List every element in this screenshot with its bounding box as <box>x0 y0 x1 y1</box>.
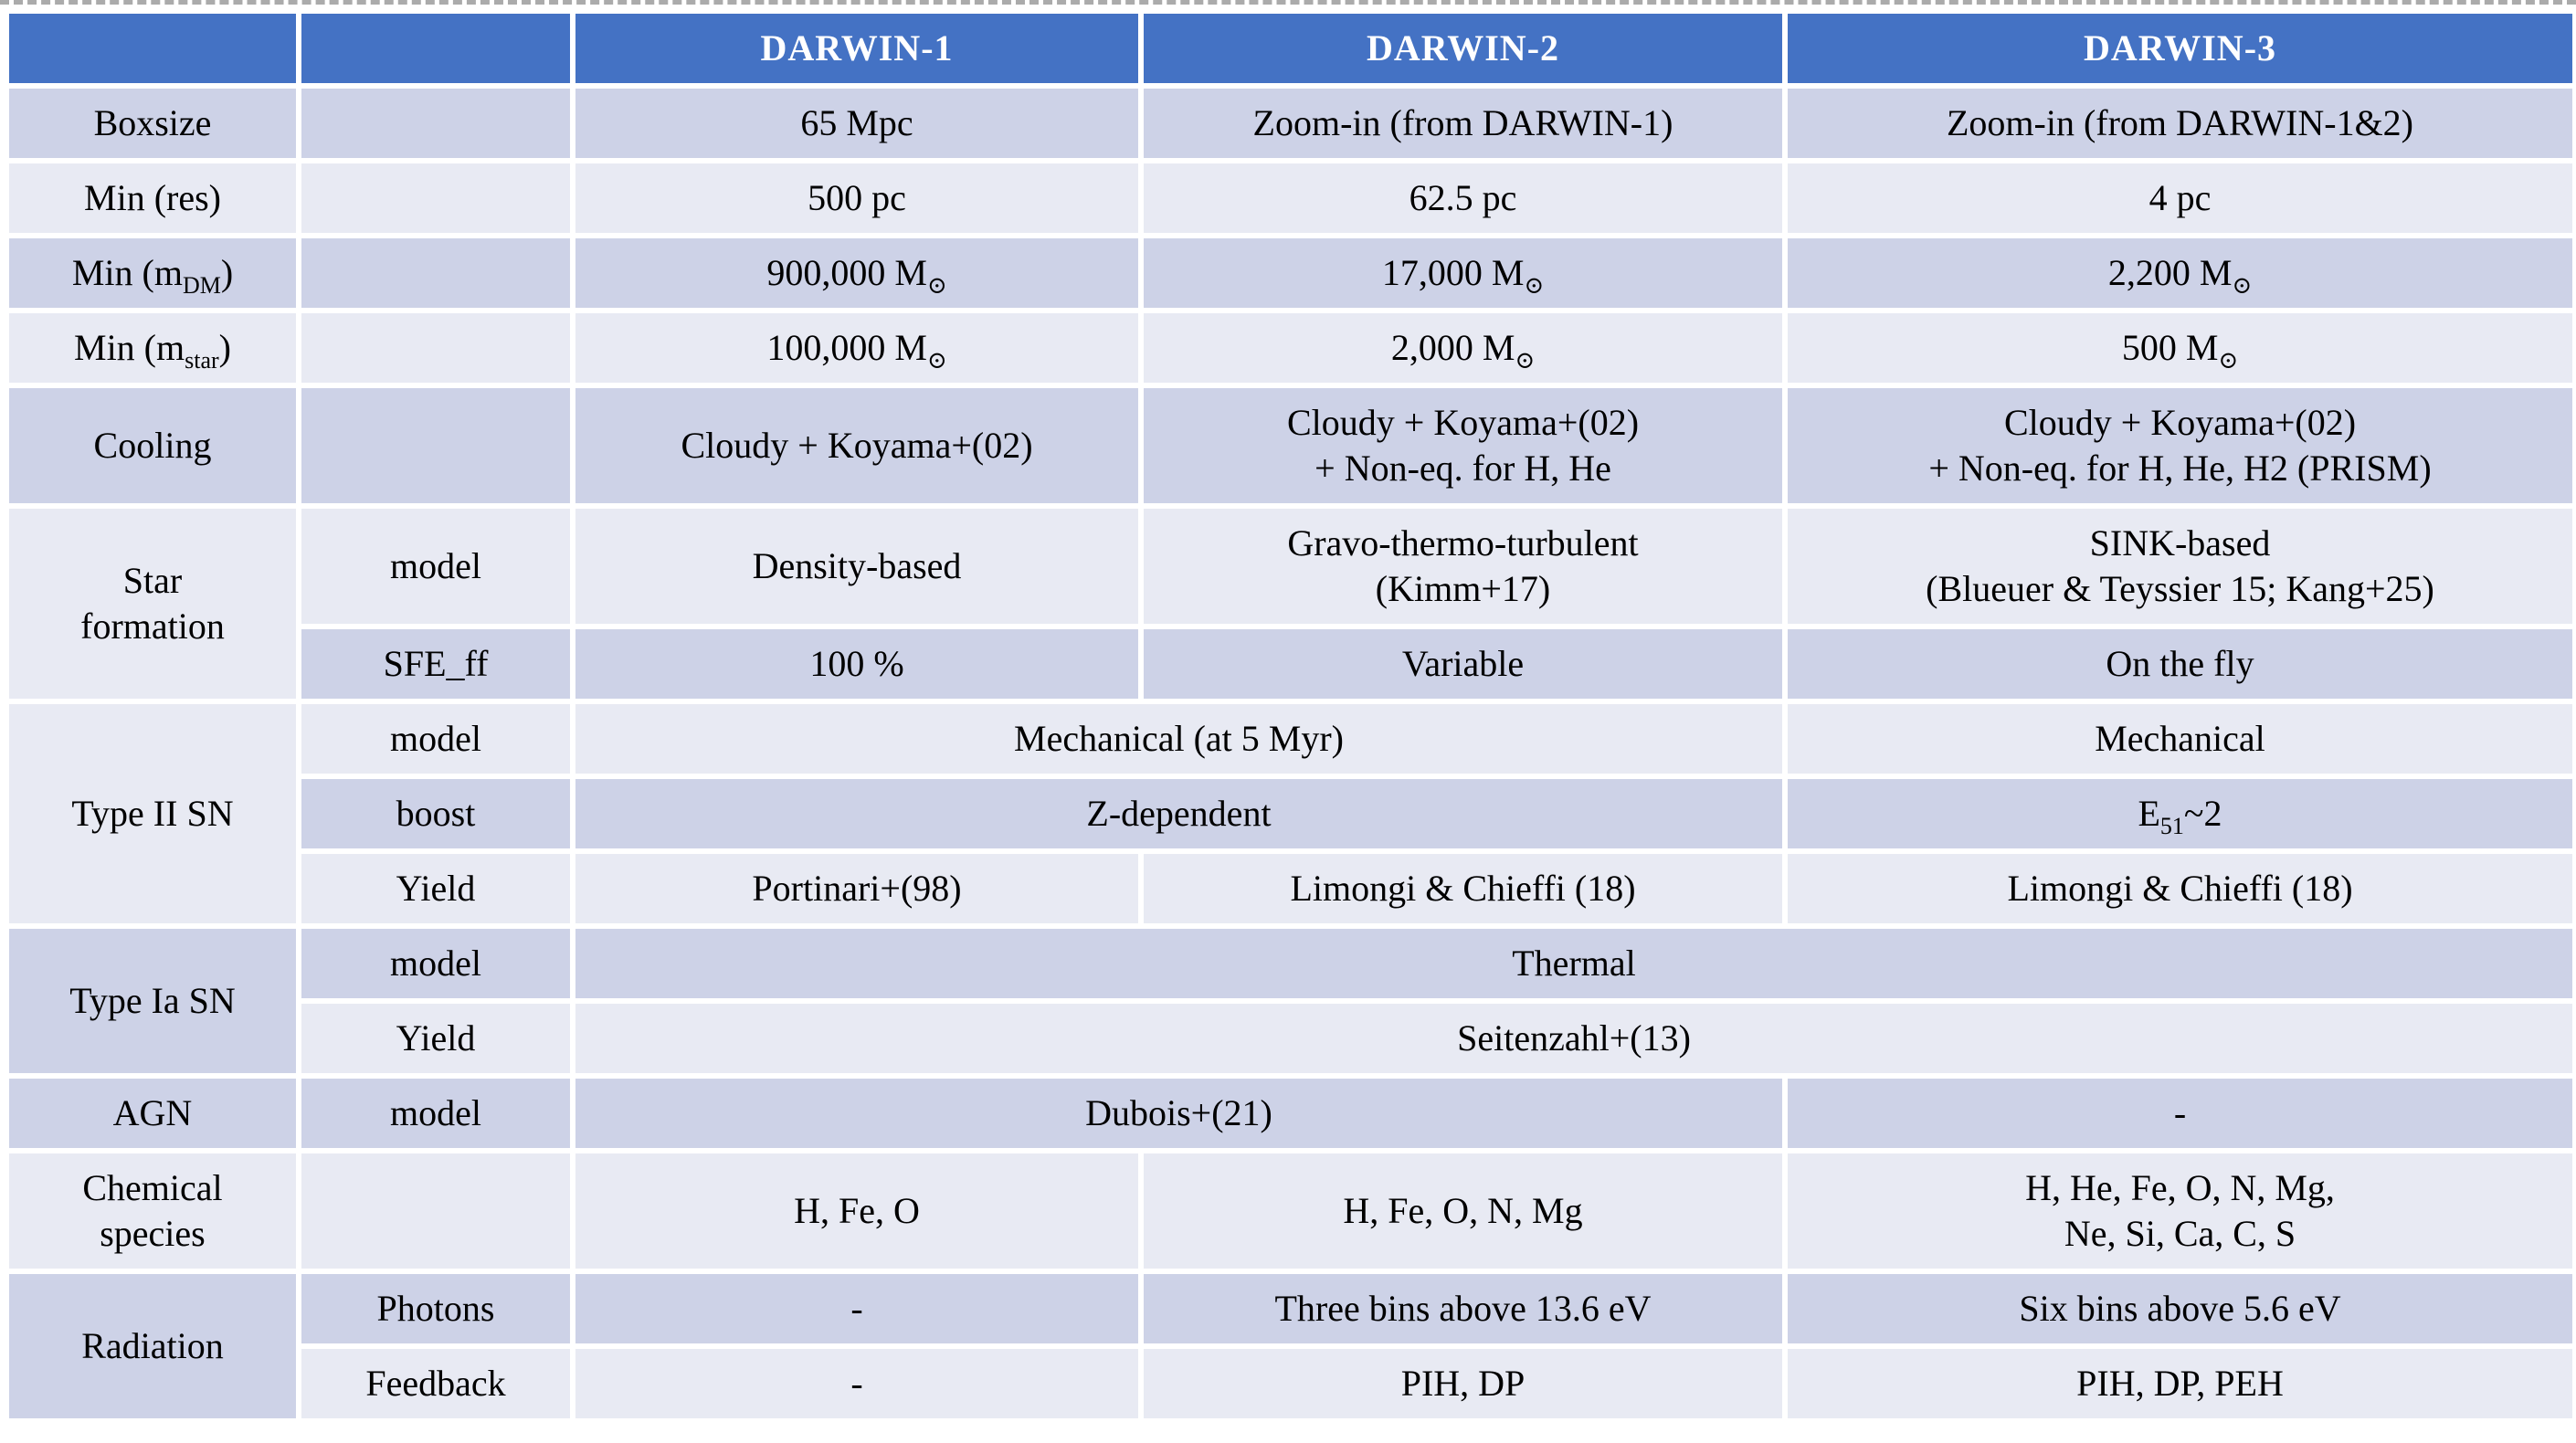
rad-feedback-darwin2: PIH, DP <box>1138 1343 1788 1424</box>
sn2-yield-darwin1: Portinari+(98) <box>570 848 1144 929</box>
sn2-yield-darwin2: Limongi & Chieffi (18) <box>1138 848 1788 929</box>
sn2-model-darwin1-2: Mechanical (at 5 Myr) <box>570 699 1788 779</box>
table-row: Type II SN model Mechanical (at 5 Myr) Mech… <box>4 699 2576 929</box>
rad-feedback-darwin1: - <box>570 1343 1144 1424</box>
cooling-darwin3: Cloudy + Koyama+(02) + Non-eq. for H, He,… <box>1782 383 2576 509</box>
min-mstar-darwin3: 500 M⊙ <box>1782 308 2576 388</box>
table-row: Feedback - PIH, DP PIH, DP, PEH <box>6 1343 2576 1424</box>
sub-label-yield: Yield <box>296 998 575 1079</box>
sub-label-model: model <box>296 503 575 629</box>
sub-label-yield: Yield <box>296 848 575 929</box>
sub-label-empty <box>296 83 575 163</box>
sf-model-darwin2: Gravo-thermo-turbulent (Kimm+17) <box>1138 503 1788 629</box>
table-header-row: DARWIN-1 DARWIN-2 DARWIN-3 <box>4 8 2576 89</box>
table-body: Boxsize 65 Mpc Zoom-in (from DARWIN-1) Zoom… <box>4 83 2576 1424</box>
sf-model-darwin3: SINK-based (Blueuer & Teyssier 15; Kang+2… <box>1782 503 2576 629</box>
sf-model-darwin1: Density-based <box>570 503 1144 629</box>
rad-feedback-darwin3: PIH, DP, PEH <box>1782 1343 2576 1424</box>
sub-label-photons: Photons <box>296 1269 575 1349</box>
table-row: Min (res) 500 pc 62.5 pc 4 pc <box>4 158 2576 238</box>
table-row: Radiation Photons - Three bins above 13.6 e… <box>4 1269 2576 1424</box>
simulation-comparison-table: DARWIN-1 DARWIN-2 DARWIN-3 Boxsize 65 Mpc Zo… <box>4 8 2576 1424</box>
boxsize-darwin2: Zoom-in (from DARWIN-1) <box>1138 83 1788 163</box>
sub-label-empty <box>296 158 575 238</box>
chem-darwin2: H, Fe, O, N, Mg <box>1138 1148 1788 1274</box>
min-mstar-darwin2: 2,000 M⊙ <box>1138 308 1788 388</box>
sub-label-empty <box>296 383 575 509</box>
sn1a-yield-all: Seitenzahl+(13) <box>570 998 2576 1079</box>
row-label-boxsize: Boxsize <box>4 83 301 163</box>
sub-label-boost: boost <box>296 774 575 854</box>
row-label-type-ia-sn: Type Ia SN <box>4 923 301 1079</box>
table-row: Min (mstar) 100,000 M⊙ 2,000 M⊙ 500 M⊙ <box>4 308 2576 388</box>
sn2-boost-darwin1-2: Z-dependent <box>570 774 1788 854</box>
sub-label-feedback: Feedback <box>296 1343 575 1424</box>
row-label-radiation: Radiation <box>4 1269 301 1424</box>
agn-model-darwin1-2: Dubois+(21) <box>570 1073 1788 1153</box>
sub-label-empty <box>296 308 575 388</box>
row-label-agn: AGN <box>4 1073 301 1153</box>
table-row: Cooling Cloudy + Koyama+(02) Cloudy + Koya… <box>4 383 2576 509</box>
column-header-darwin-3: DARWIN-3 <box>1782 8 2576 89</box>
min-res-darwin2: 62.5 pc <box>1138 158 1788 238</box>
min-res-darwin1: 500 pc <box>570 158 1144 238</box>
sub-label-model: model <box>296 1073 575 1153</box>
sfe-darwin3: On the fly <box>1782 624 2576 704</box>
table-row: boost Z-dependent E51~2 <box>6 774 2576 854</box>
column-header-empty <box>296 8 575 89</box>
row-label-min-mdm: Min (mDM) <box>4 233 301 313</box>
sn2-model-darwin3: Mechanical <box>1782 699 2576 779</box>
sub-label-sfe-ff: SFE_ff <box>296 624 575 704</box>
row-label-star-formation: Star formation <box>4 503 301 704</box>
boxsize-darwin1: 65 Mpc <box>570 83 1144 163</box>
table-row: Yield Portinari+(98) Limongi & Chieffi (18… <box>6 848 2576 929</box>
cooling-darwin2: Cloudy + Koyama+(02) + Non-eq. for H, He <box>1138 383 1788 509</box>
rad-photons-darwin2: Three bins above 13.6 eV <box>1138 1269 1788 1349</box>
slide-edge-dashed-line <box>0 0 2576 5</box>
sfe-darwin2: Variable <box>1138 624 1788 704</box>
table-row: Star formation model Density-based Gravo-the… <box>4 503 2576 704</box>
column-header-darwin-2: DARWIN-2 <box>1138 8 1788 89</box>
sn2-boost-darwin3: E51~2 <box>1782 774 2576 854</box>
min-mstar-darwin1: 100,000 M⊙ <box>570 308 1144 388</box>
min-mdm-darwin3: 2,200 M⊙ <box>1782 233 2576 313</box>
min-mdm-darwin1: 900,000 M⊙ <box>570 233 1144 313</box>
table-row: AGN model Dubois+(21) - <box>4 1073 2576 1153</box>
rad-photons-darwin1: - <box>570 1269 1144 1349</box>
sub-label-model: model <box>296 699 575 779</box>
min-mdm-darwin2: 17,000 M⊙ <box>1138 233 1788 313</box>
row-label-cooling: Cooling <box>4 383 301 509</box>
row-label-chemical-species: Chemical species <box>4 1148 301 1274</box>
table-row: Type Ia SN model Thermal <box>4 923 2576 1079</box>
row-label-min-res: Min (res) <box>4 158 301 238</box>
column-header-darwin-1: DARWIN-1 <box>570 8 1144 89</box>
row-label-min-mstar: Min (mstar) <box>4 308 301 388</box>
row-label-type-ii-sn: Type II SN <box>4 699 301 929</box>
sn2-yield-darwin3: Limongi & Chieffi (18) <box>1782 848 2576 929</box>
agn-model-darwin3: - <box>1782 1073 2576 1153</box>
sfe-darwin1: 100 % <box>570 624 1144 704</box>
table-row: SFE_ff 100 % Variable On the fly <box>6 624 2576 704</box>
sub-label-empty <box>296 1148 575 1274</box>
table-row: Chemical species H, Fe, O H, Fe, O, N, Mg H,… <box>4 1148 2576 1274</box>
sub-label-empty <box>296 233 575 313</box>
rad-photons-darwin3: Six bins above 5.6 eV <box>1782 1269 2576 1349</box>
table-row: Boxsize 65 Mpc Zoom-in (from DARWIN-1) Zoom… <box>4 83 2576 163</box>
cooling-darwin1: Cloudy + Koyama+(02) <box>570 383 1144 509</box>
boxsize-darwin3: Zoom-in (from DARWIN-1&2) <box>1782 83 2576 163</box>
chem-darwin1: H, Fe, O <box>570 1148 1144 1274</box>
chem-darwin3: H, He, Fe, O, N, Mg, Ne, Si, Ca, C, S <box>1782 1148 2576 1274</box>
table-row: Min (mDM) 900,000 M⊙ 17,000 M⊙ 2,200 M⊙ <box>4 233 2576 313</box>
sub-label-model: model <box>296 923 575 1004</box>
min-res-darwin3: 4 pc <box>1782 158 2576 238</box>
table-row: Yield Seitenzahl+(13) <box>6 998 2576 1079</box>
sn1a-model-all: Thermal <box>570 923 2576 1004</box>
column-header-empty <box>4 8 301 89</box>
